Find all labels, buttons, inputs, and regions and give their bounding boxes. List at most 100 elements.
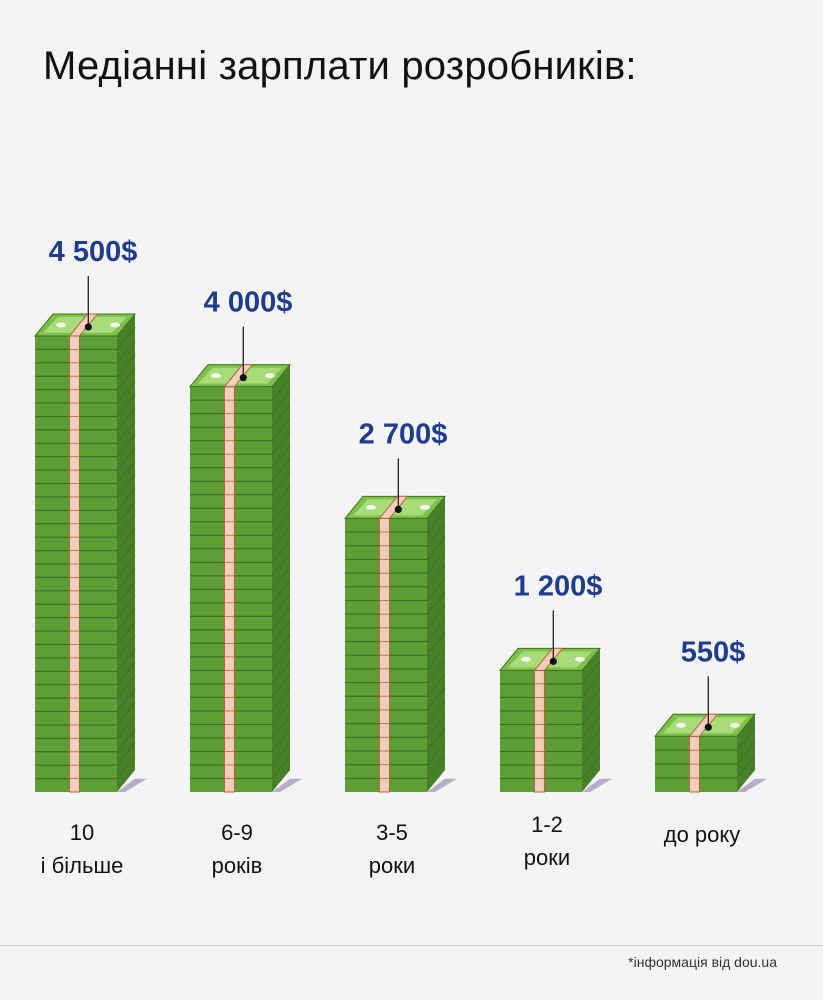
bar-side-line	[581, 675, 601, 698]
category-label: до року	[664, 822, 741, 847]
bar-side-line	[271, 431, 291, 455]
value-label: 2 700$	[359, 418, 448, 450]
bar-shadow	[272, 778, 302, 792]
bill-mark	[575, 657, 585, 662]
bar-side-line	[271, 418, 291, 442]
bar-side-line	[271, 634, 291, 658]
bar-side-line	[426, 673, 446, 697]
bar-side-line	[426, 687, 446, 711]
bar-side-line	[426, 701, 446, 724]
bar-side-line	[736, 727, 756, 751]
bar-side-line	[271, 567, 291, 590]
bar-shadow	[582, 778, 612, 792]
bar-side-line	[271, 499, 291, 523]
bar-side-line	[116, 420, 136, 444]
bar-side-line	[271, 485, 291, 509]
bill-mark	[366, 505, 376, 510]
bar-side-line	[426, 550, 446, 574]
bar-side-line	[426, 646, 446, 670]
bar-side-line	[116, 662, 136, 686]
bar-side-line	[271, 621, 291, 644]
bar-side-line	[116, 327, 136, 350]
category-label: роки	[524, 845, 570, 870]
bar-side-line	[426, 509, 446, 533]
bar-side-line	[116, 635, 136, 659]
bar-top-band	[533, 647, 564, 671]
bar-stack: 4 500$	[33, 236, 147, 793]
bar-side-line	[271, 742, 291, 766]
bill-mark	[56, 322, 66, 328]
bar-side-line	[736, 741, 756, 765]
bar-shadow	[117, 778, 147, 792]
bar-side-line	[116, 488, 136, 511]
bar-side-line	[116, 568, 136, 592]
bar-side-line	[116, 648, 136, 672]
value-label: 4 000$	[204, 287, 293, 319]
bar-side-line	[116, 581, 136, 605]
bill-mark	[110, 322, 120, 328]
bar-side-line	[116, 447, 136, 471]
value-pointer-dot	[84, 323, 92, 331]
bar-side-line	[426, 523, 446, 547]
chart-title: Медіанні зарплати розробників:	[43, 44, 637, 88]
bar-top-band	[223, 364, 254, 388]
bar-stack: 4 000$	[188, 287, 302, 793]
bar-stack: 1 200$	[498, 570, 612, 793]
bar-side-line	[426, 564, 446, 588]
bar-side-line	[581, 756, 601, 779]
bar-side-line	[116, 367, 136, 390]
bar-shadow	[427, 778, 457, 792]
bar-side-line	[271, 675, 291, 698]
bar-side-line	[116, 742, 136, 766]
bar-stack: 550$	[653, 636, 767, 793]
value-label: 4 500$	[49, 236, 138, 268]
bill-mark	[676, 722, 686, 728]
bar-side-line	[271, 526, 291, 550]
category-label: 1-2	[531, 812, 563, 837]
bar-side-line	[116, 595, 136, 618]
bar-side-line	[271, 702, 291, 725]
bill-mark	[730, 722, 740, 728]
bar-band	[533, 669, 545, 793]
category-label: років	[212, 853, 263, 878]
bar-side-line	[426, 578, 446, 601]
category-label: і більше	[41, 853, 124, 878]
bar-side-line	[116, 407, 136, 431]
value-label: 1 200$	[514, 570, 603, 602]
category-label: роки	[369, 853, 415, 878]
bar-side-line	[426, 728, 446, 752]
bar-side-line	[271, 580, 291, 604]
value-pointer-dot	[394, 505, 402, 513]
bar-side-line	[581, 702, 601, 725]
bar-side-line	[426, 632, 446, 656]
bar-side-line	[116, 541, 136, 565]
bar-side-line	[581, 661, 601, 685]
bar-side-line	[271, 377, 291, 401]
bar-side-line	[116, 716, 136, 739]
bar-side-line	[116, 675, 136, 699]
bill-mark	[265, 373, 275, 379]
bill-mark	[211, 373, 221, 379]
bar-side-line	[271, 539, 291, 563]
bar-side-line	[271, 445, 291, 469]
source-note: *інформація від dou.ua	[628, 954, 777, 970]
bar-chart: 4 500$ 10 і більше 4 000$ 6-9 років 2 700$ 3-5 р…	[33, 236, 767, 878]
bar-top-band	[378, 495, 409, 519]
bar-side-line	[271, 391, 291, 415]
value-pointer-dot	[239, 374, 247, 382]
bar-side-line	[116, 528, 136, 551]
bar-side-line	[116, 353, 136, 377]
bill-mark	[420, 505, 430, 510]
bar-side-line	[116, 434, 136, 458]
bar-side-line	[116, 394, 136, 417]
bar-side-line	[581, 742, 601, 766]
bar-side-line	[271, 729, 291, 752]
bar-side-line	[426, 742, 446, 765]
bar-side-line	[271, 661, 291, 685]
bar-side-line	[116, 702, 136, 726]
bar-side-line	[116, 514, 136, 538]
bar-stack: 2 700$	[343, 418, 457, 793]
bar-side-line	[116, 461, 136, 484]
bar-side-line	[271, 404, 291, 428]
bar-side-line	[426, 537, 446, 560]
